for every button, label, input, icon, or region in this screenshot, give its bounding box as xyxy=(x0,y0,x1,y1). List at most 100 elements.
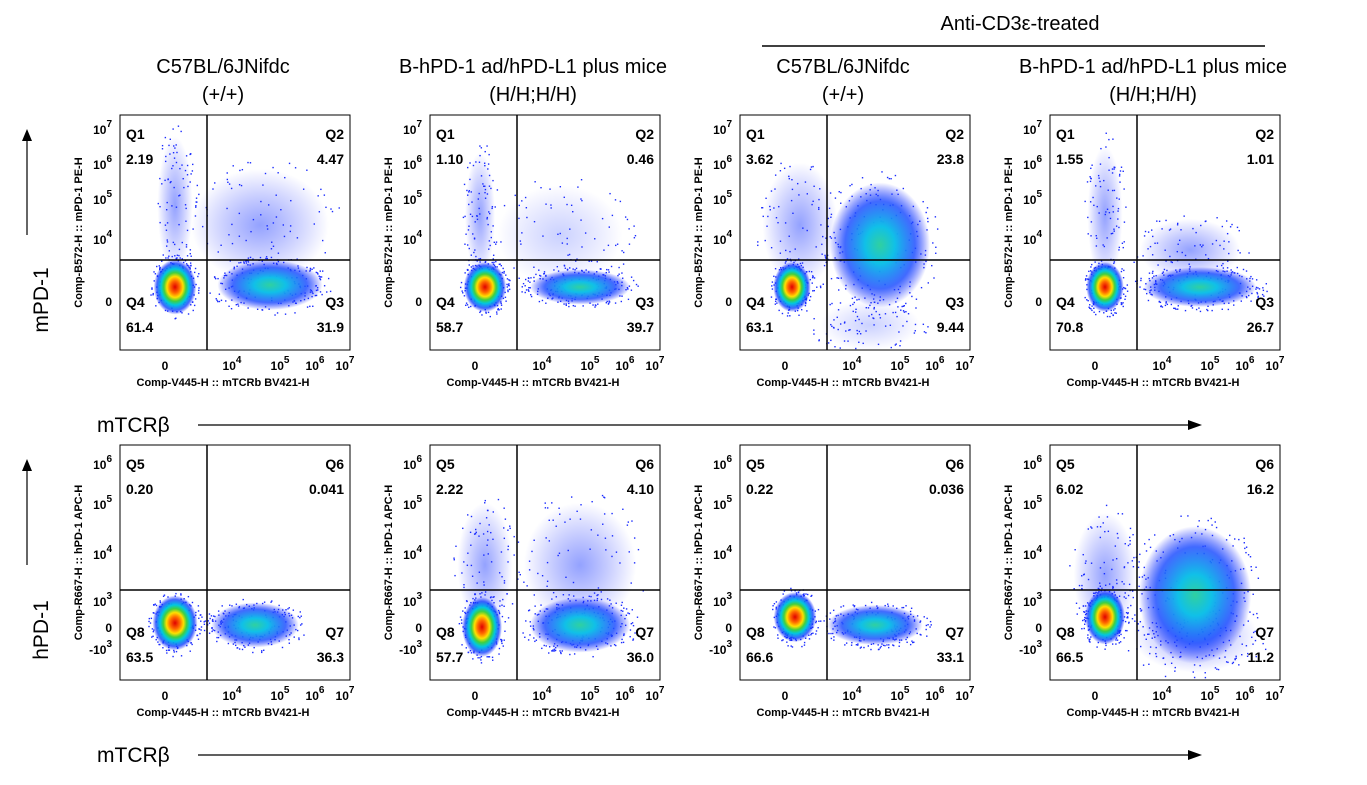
event-dot xyxy=(484,150,486,153)
event-dot xyxy=(544,507,547,509)
event-dot xyxy=(601,494,604,497)
event-dot xyxy=(812,276,814,278)
event-dot xyxy=(1123,293,1125,295)
quadrant-name: Q3 xyxy=(635,294,654,310)
event-dot xyxy=(771,281,774,283)
event-dot xyxy=(1158,220,1161,223)
event-dot xyxy=(288,642,291,644)
event-dot xyxy=(197,605,200,607)
event-dot xyxy=(1142,626,1144,628)
event-dot xyxy=(298,637,300,639)
event-dot xyxy=(1199,310,1202,313)
event-dot xyxy=(1089,176,1091,178)
event-dot xyxy=(561,650,563,652)
tick-label: 107 xyxy=(713,119,732,137)
event-dot xyxy=(203,621,205,623)
density-plot xyxy=(772,587,932,651)
event-dot xyxy=(799,262,802,265)
event-dot xyxy=(595,304,597,307)
event-dot xyxy=(818,620,820,622)
event-dot xyxy=(1115,643,1117,645)
event-dot xyxy=(227,642,230,645)
event-dot xyxy=(1093,307,1095,309)
tick-label: 106 xyxy=(926,355,945,373)
tick-exponent: 4 xyxy=(856,685,862,696)
tick-base: 10 xyxy=(93,595,107,609)
event-dot xyxy=(851,641,853,644)
event-dot xyxy=(1170,303,1173,306)
event-dot xyxy=(1115,312,1117,314)
event-dot xyxy=(1206,308,1208,311)
plot-frame xyxy=(429,114,661,351)
quadrant-percent: 4.47 xyxy=(317,151,344,167)
event-dot xyxy=(1236,226,1239,229)
event-dot xyxy=(1229,226,1232,228)
event-dot xyxy=(832,609,835,612)
quadrant-name: Q7 xyxy=(1255,624,1274,640)
event-dot xyxy=(465,304,467,307)
event-dot xyxy=(926,207,929,209)
quadrant-name: Q4 xyxy=(436,294,455,310)
event-dot xyxy=(1086,299,1088,301)
event-dot xyxy=(1105,504,1108,507)
event-dot xyxy=(935,252,937,254)
tick-base: 0 xyxy=(105,295,112,309)
event-dot xyxy=(513,554,515,556)
event-dot xyxy=(801,262,804,264)
event-dot xyxy=(217,277,219,280)
event-dot xyxy=(1087,634,1089,636)
quadrant-percent: 6.02 xyxy=(1056,481,1083,497)
event-dot xyxy=(607,269,610,271)
event-dot xyxy=(533,276,535,279)
tick-label: 104 xyxy=(843,685,862,703)
event-dot xyxy=(621,250,623,252)
event-dot xyxy=(1255,288,1257,290)
event-dot xyxy=(1216,668,1218,670)
tick-exponent: 7 xyxy=(416,119,422,130)
event-dot xyxy=(898,645,900,647)
event-dot xyxy=(168,255,170,257)
event-dot xyxy=(294,167,297,169)
quadrant-name: Q4 xyxy=(746,294,765,310)
event-dot xyxy=(1091,164,1093,166)
event-dot xyxy=(466,600,468,603)
event-dot xyxy=(500,308,502,310)
event-dot xyxy=(1105,644,1107,647)
event-dot xyxy=(1088,638,1090,641)
event-dot xyxy=(790,587,792,590)
event-dot xyxy=(568,305,570,308)
event-dot xyxy=(172,128,174,130)
x-axis-label: Comp-V445-H :: mTCRb BV421-H xyxy=(757,377,930,389)
event-dot xyxy=(244,646,246,648)
event-dot xyxy=(1113,591,1116,593)
event-dot xyxy=(479,145,481,147)
tick-label: 105 xyxy=(1023,494,1042,512)
event-dot xyxy=(857,644,859,646)
quadrant-percent: 1.01 xyxy=(1247,151,1274,167)
event-dot xyxy=(803,593,805,595)
event-dot xyxy=(486,145,488,147)
event-dot xyxy=(474,593,477,595)
event-dot xyxy=(775,601,778,603)
event-dot xyxy=(621,272,623,274)
event-dot xyxy=(1134,280,1137,283)
quadrant-percent: 58.7 xyxy=(436,319,463,335)
event-dot xyxy=(812,290,814,292)
event-dot xyxy=(564,267,567,269)
event-dot xyxy=(1130,604,1132,607)
event-dot xyxy=(555,596,557,598)
event-dot xyxy=(177,125,180,127)
event-dot xyxy=(1127,607,1129,609)
tick-label: 0 xyxy=(1035,295,1042,309)
event-dot xyxy=(1207,519,1209,522)
tick-base: 10 xyxy=(1266,359,1280,373)
event-dot xyxy=(210,615,213,617)
event-dot xyxy=(521,286,523,288)
event-dot xyxy=(625,608,628,610)
event-dot xyxy=(1225,661,1228,663)
quadrant-percent: 1.55 xyxy=(1056,151,1083,167)
event-dot xyxy=(588,595,590,598)
event-dot xyxy=(298,638,300,641)
event-dot xyxy=(1119,170,1122,172)
event-dot xyxy=(1159,301,1162,304)
